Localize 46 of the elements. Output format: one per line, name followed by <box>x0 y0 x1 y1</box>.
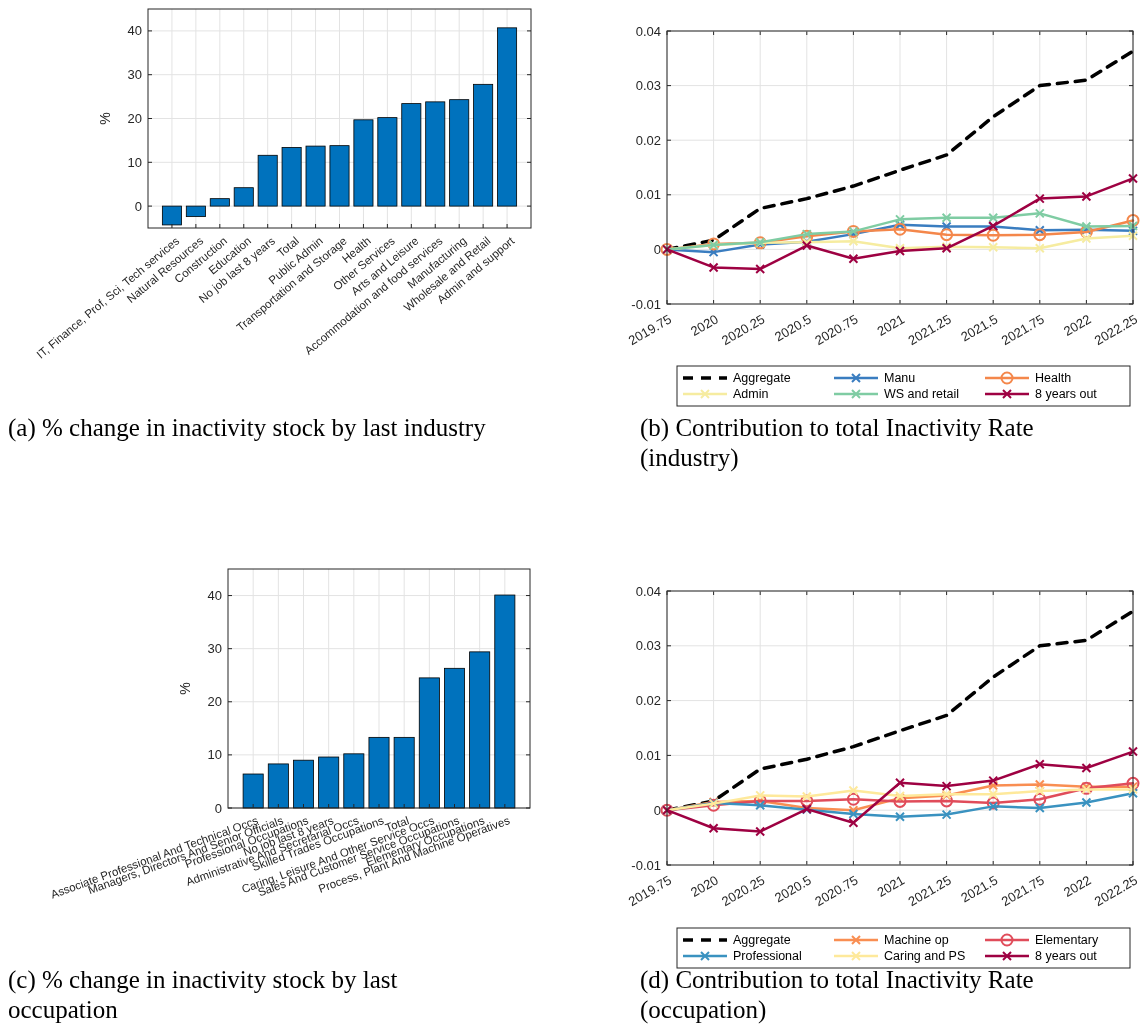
y-tick-label: 0.02 <box>635 132 661 148</box>
x-tick-label: 2022 <box>1060 311 1094 339</box>
y-tick-label: 40 <box>207 588 222 604</box>
y-tick-label: 0.04 <box>635 23 661 39</box>
y-tick-label: 10 <box>207 747 222 763</box>
legend-label: Aggregate <box>733 933 791 948</box>
legend-label: Manu <box>884 371 916 386</box>
y-tick-label: 0 <box>134 198 142 214</box>
legend-label: WS and retail <box>884 387 960 402</box>
y-axis-title: % <box>97 112 113 125</box>
legend-label: Health <box>1035 371 1072 386</box>
text: (d) Contribution to total Inactivity Rate (occupation) <box>640 966 1034 1024</box>
x-tick-label: 2022 <box>1060 872 1094 900</box>
legend-label: Caring and PS <box>884 949 966 964</box>
y-tick-label: 0.03 <box>635 78 661 94</box>
y-tick-label: -0.01 <box>631 857 661 873</box>
y-tick-label: 0.03 <box>635 638 661 654</box>
y-tick-label: 0 <box>214 800 222 816</box>
y-tick-label: 0.01 <box>635 187 661 203</box>
y-tick-label: 20 <box>207 694 222 710</box>
y-tick-label: 0.02 <box>635 693 661 709</box>
legend-label: Machine op <box>884 933 949 948</box>
legend-label: 8 years out <box>1035 949 1098 964</box>
legend-label: Aggregate <box>733 371 791 386</box>
y-tick-label: 20 <box>127 111 142 127</box>
y-tick-label: 0.01 <box>635 747 661 763</box>
y-tick-label: 0 <box>653 241 661 257</box>
y-tick-label: 30 <box>127 67 142 83</box>
legend-label: Admin <box>733 387 769 402</box>
y-tick-label: -0.01 <box>631 296 661 312</box>
y-tick-label: 10 <box>127 154 142 170</box>
x-tick-label: 2020 <box>688 872 721 900</box>
x-tick-label: 2021 <box>874 872 908 900</box>
legend-label: Elementary <box>1035 933 1099 948</box>
y-tick-label: 30 <box>207 641 222 657</box>
y-tick-label: 40 <box>127 23 142 39</box>
y-axis-title: % <box>177 682 193 695</box>
y-tick-label: 0.04 <box>635 583 661 599</box>
text: (a) % change in inactivity stock by last industry <box>8 414 487 442</box>
legend-label: Professional <box>733 949 802 964</box>
x-tick-label: 2020 <box>688 311 721 339</box>
text: (c) % change in inactivity stock by last occupation <box>8 966 398 1023</box>
legend-label: 8 years out <box>1035 387 1098 402</box>
y-tick-label: 0 <box>653 802 661 818</box>
text: (b) Contribution to total Inactivity Rate (industry) <box>640 414 1034 472</box>
x-tick-label: 2021 <box>874 311 908 339</box>
